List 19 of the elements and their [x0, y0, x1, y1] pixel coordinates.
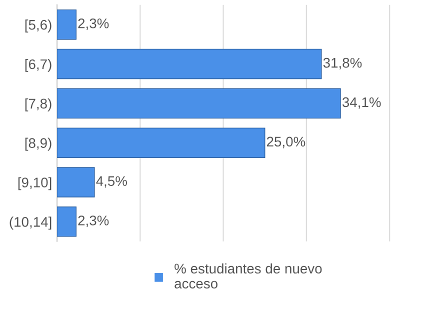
- bar: [57, 128, 266, 158]
- y-tick-label: (10,14]: [10, 216, 52, 230]
- bar: [57, 88, 341, 119]
- legend-label: % estudiantes de nuevo acceso: [174, 263, 322, 289]
- y-tick-label: [6,7): [25, 58, 52, 72]
- bar: [57, 167, 95, 198]
- data-label: 2,3%: [78, 18, 109, 30]
- data-label: 25,0%: [266, 136, 306, 148]
- y-tick-label: [9,10]: [18, 177, 52, 190]
- bar: [57, 206, 76, 237]
- data-label: 31,8%: [323, 58, 362, 70]
- data-label: 4,5%: [96, 176, 127, 188]
- data-label: 34,1%: [342, 97, 381, 109]
- y-tick-label: [5,6): [25, 20, 52, 32]
- bar: [57, 9, 76, 40]
- data-label: 2,3%: [78, 216, 109, 228]
- bar: [57, 48, 322, 80]
- y-tick-label: [7,8): [25, 98, 52, 112]
- y-tick-label: [8,9): [25, 138, 52, 151]
